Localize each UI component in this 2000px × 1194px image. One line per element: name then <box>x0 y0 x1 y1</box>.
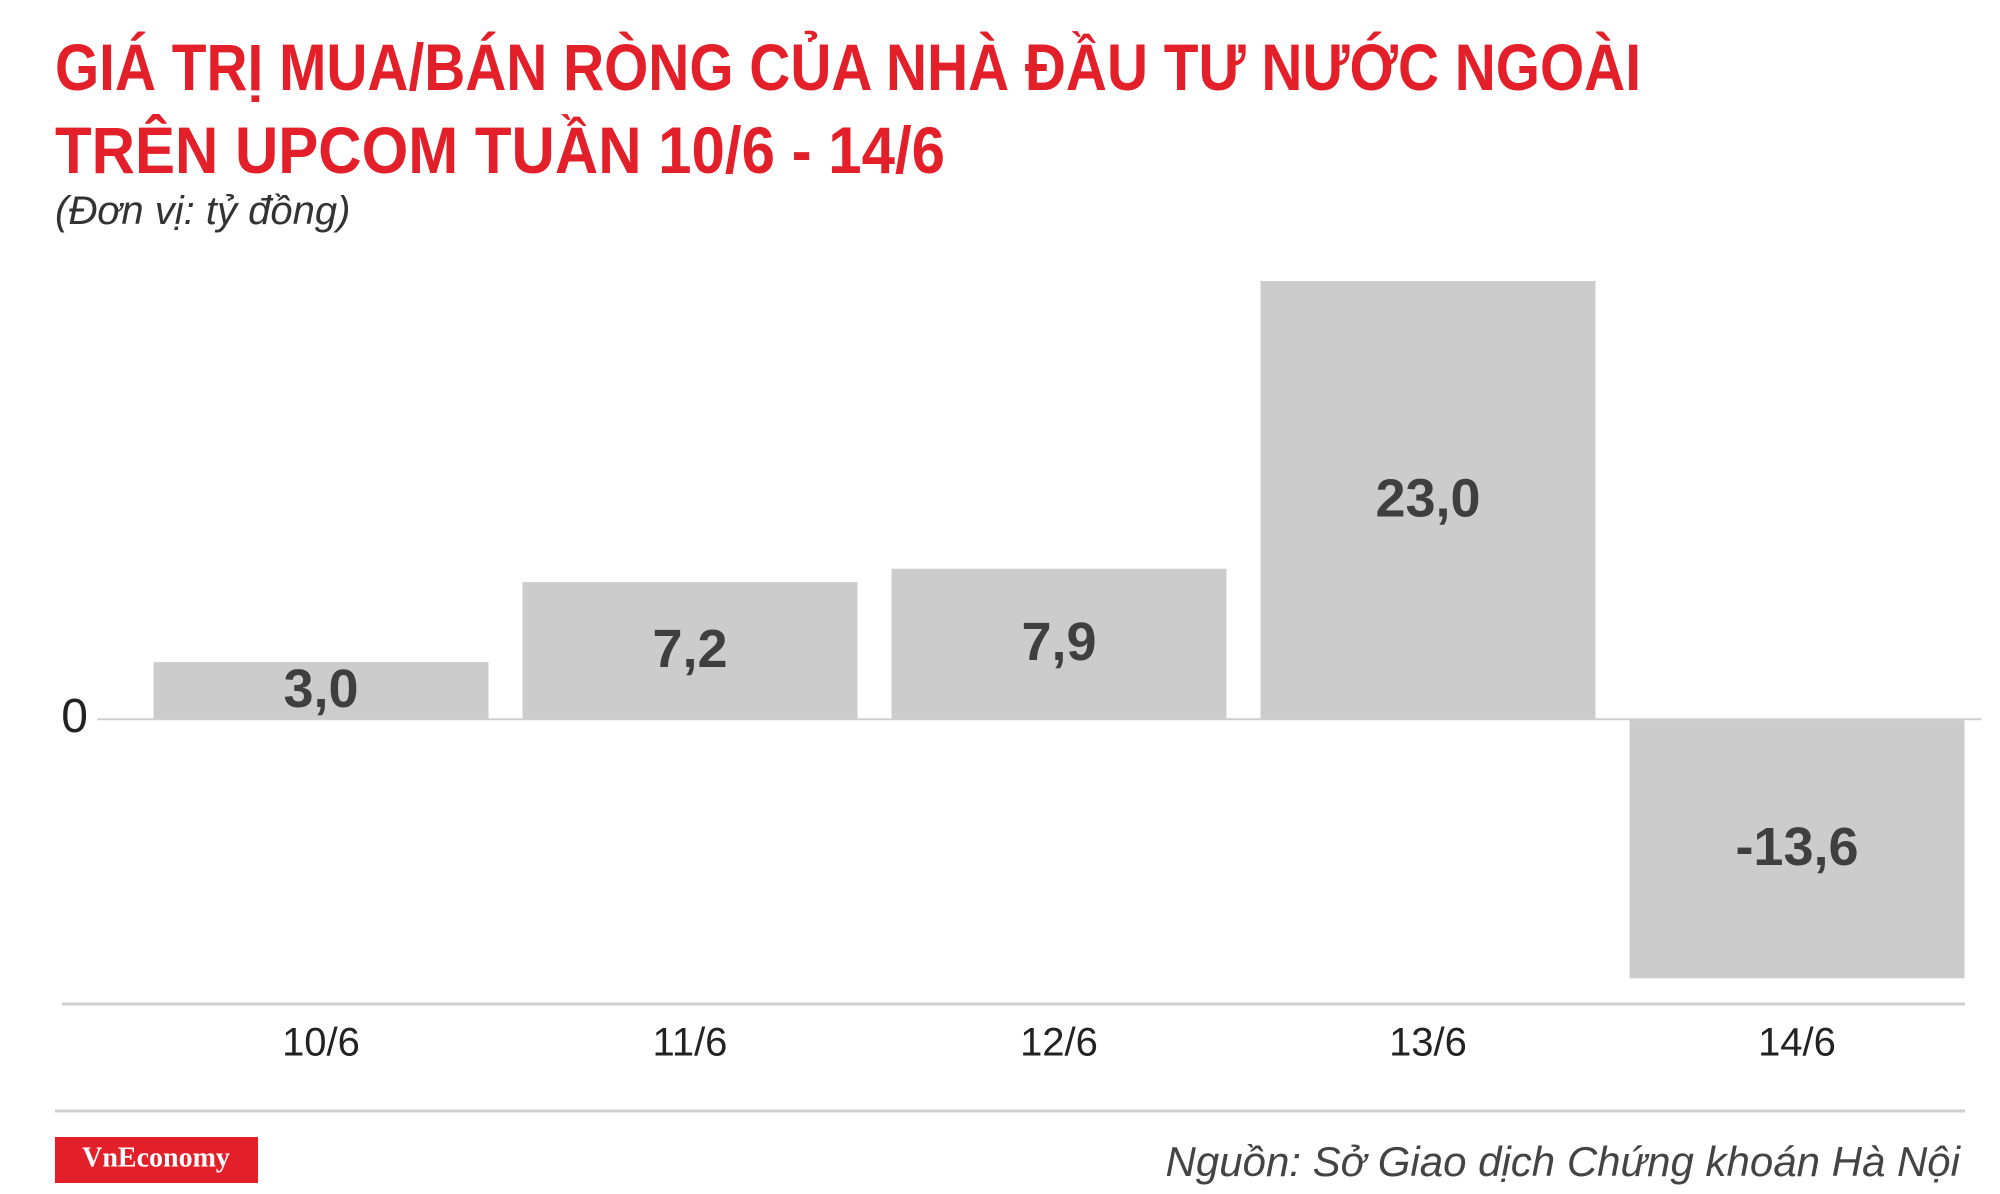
source: Nguồn: Sở Giao dịch Chứng khoán Hà Nội <box>1166 1138 1962 1185</box>
y-tick-label: 0 <box>61 690 88 743</box>
chart-title: GIÁ TRỊ MUA/BÁN RÒNG CỦA NHÀ ĐẦU TƯ NƯỚC… <box>55 30 1641 104</box>
x-tick-label: 10/6 <box>282 1021 360 1065</box>
bar <box>891 568 1227 720</box>
logo-box <box>55 1137 258 1183</box>
value-label: 3,0 <box>283 659 358 719</box>
value-label: 23,0 <box>1375 468 1480 528</box>
bar <box>1260 281 1596 720</box>
chart-title: TRÊN UPCOM TUẦN 10/6 - 14/6 <box>55 113 945 187</box>
bar <box>522 582 858 720</box>
chart-subtitle: (Đơn vị: tỷ đồng) <box>55 189 350 233</box>
x-tick-label: 11/6 <box>653 1021 728 1065</box>
x-tick-label: 14/6 <box>1758 1021 1836 1065</box>
bar <box>1629 719 1965 979</box>
value-label: -13,6 <box>1735 817 1858 877</box>
x-tick-label: 12/6 <box>1020 1021 1098 1065</box>
value-label: 7,9 <box>1021 612 1096 672</box>
logo: VnEconomy <box>82 1142 230 1173</box>
bar <box>153 662 489 720</box>
x-tick-label: 13/6 <box>1389 1021 1467 1065</box>
value-label: 7,2 <box>652 619 727 679</box>
